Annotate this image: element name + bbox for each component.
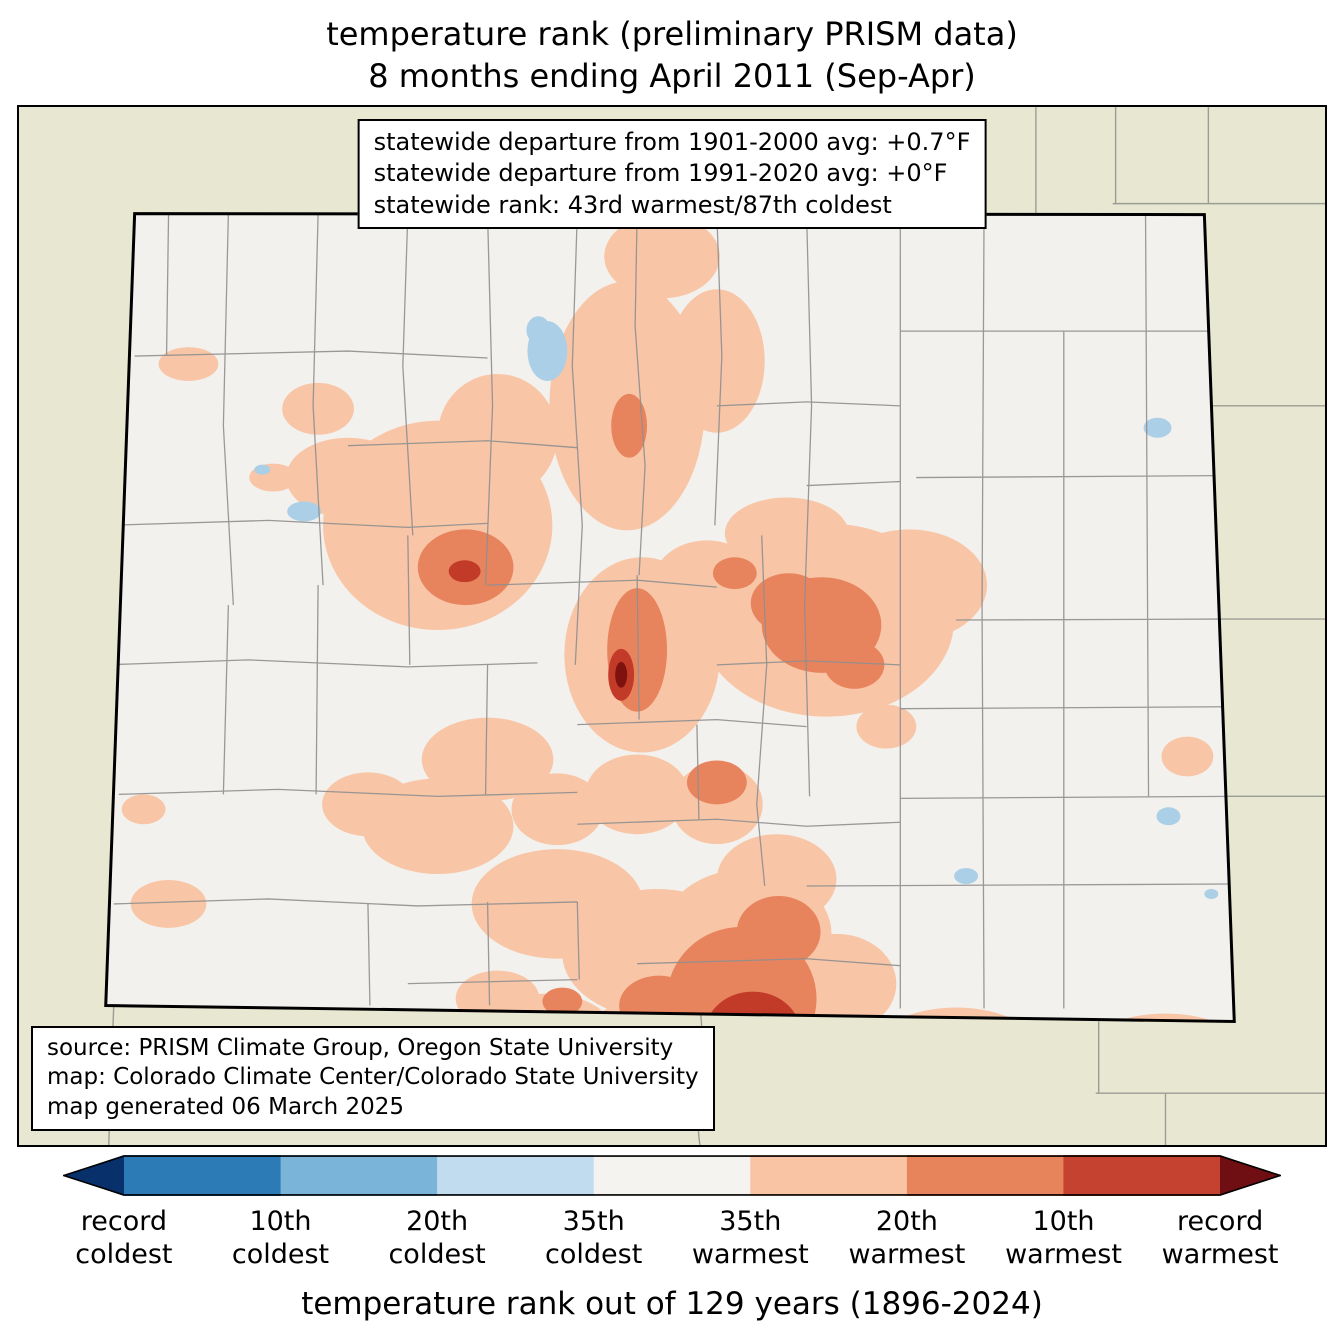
colorbar-outline — [63, 1155, 1281, 1196]
title-line-2: 8 months ending April 2011 (Sep-Apr) — [368, 56, 976, 95]
warm-anomaly-record-blobs — [615, 662, 628, 688]
colorbar-left-arrow — [63, 1155, 124, 1197]
colorbar-segment — [1063, 1155, 1220, 1197]
map-panel: statewide departure from 1901-2000 avg: … — [17, 105, 1327, 1148]
neighbor-county-lines — [108, 107, 1325, 1146]
colorbar-label-record-coldest: record coldest — [75, 1206, 173, 1271]
map-credit-line: map: Colorado Climate Center/Colorado St… — [47, 1064, 699, 1091]
colorbar-caption: temperature rank out of 129 years (1896-… — [301, 1286, 1043, 1323]
colorbar-label-20th-coldest: 20th coldest — [388, 1206, 486, 1271]
title-line-1: temperature rank (preliminary PRISM data… — [326, 15, 1018, 53]
county-boundary-lines — [105, 214, 1234, 1009]
colorbar-right-arrow — [1220, 1155, 1281, 1197]
colorbar: record coldest 10th coldest 20th coldest… — [63, 1155, 1281, 1284]
colorbar-label-35th-warmest: 35th warmest — [691, 1206, 809, 1271]
colorbar-label-record-warmest: record warmest — [1161, 1206, 1279, 1271]
colorbar-labels: record coldest 10th coldest 20th coldest… — [63, 1206, 1281, 1284]
colorbar-segment — [906, 1155, 1064, 1197]
colorado-temperature-rank-map — [19, 107, 1325, 1146]
colorbar-segment — [124, 1155, 282, 1197]
colorbar-segment — [280, 1155, 438, 1197]
stats-line-departure-1991-2020: statewide departure from 1991-2020 avg: … — [373, 159, 948, 188]
stats-line-rank: statewide rank: 43rd warmest/87th coldes… — [373, 190, 892, 219]
cool-anomaly-blobs — [254, 316, 1219, 900]
colorbar-segment — [750, 1155, 908, 1197]
source-line: source: PRISM Climate Group, Oregon Stat… — [47, 1034, 674, 1061]
figure-title: temperature rank (preliminary PRISM data… — [0, 0, 1344, 97]
colorbar-label-20th-warmest: 20th warmest — [848, 1206, 966, 1271]
stats-box: statewide departure from 1901-2000 avg: … — [357, 119, 987, 229]
stats-line-departure-1901-2000: statewide departure from 1901-2000 avg: … — [373, 128, 971, 157]
colorbar-scale — [63, 1155, 1281, 1197]
colorbar-label-35th-coldest: 35th coldest — [545, 1206, 643, 1271]
source-box: source: PRISM Climate Group, Oregon Stat… — [31, 1025, 715, 1132]
colorbar-segment — [593, 1155, 751, 1197]
colorbar-label-10th-coldest: 10th coldest — [231, 1206, 330, 1271]
generated-date-line: map generated 06 March 2025 — [47, 1094, 405, 1121]
colorbar-segment — [437, 1155, 595, 1197]
colorbar-label-10th-warmest: 10th warmest — [1005, 1206, 1122, 1271]
